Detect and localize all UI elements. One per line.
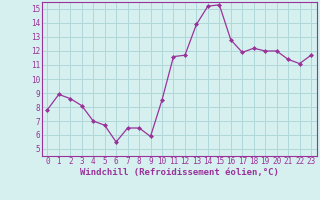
X-axis label: Windchill (Refroidissement éolien,°C): Windchill (Refroidissement éolien,°C) xyxy=(80,168,279,177)
